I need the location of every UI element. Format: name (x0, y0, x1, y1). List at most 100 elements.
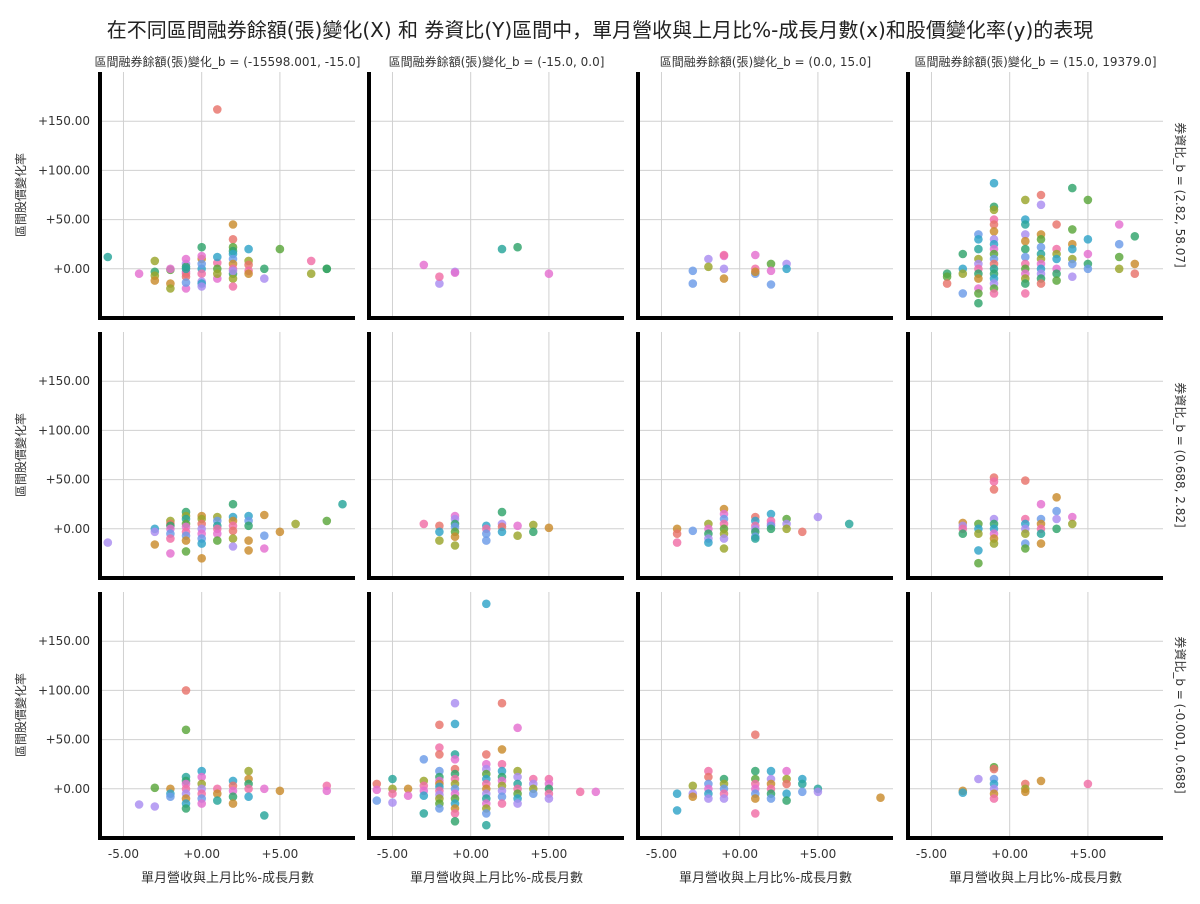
data-point (974, 289, 983, 298)
data-point (529, 789, 538, 798)
data-point (782, 524, 791, 534)
data-point (228, 542, 238, 551)
data-point (213, 529, 222, 538)
data-point (181, 536, 191, 545)
data-point (388, 774, 397, 784)
data-point (450, 719, 460, 729)
data-point (798, 527, 807, 537)
data-point (876, 793, 885, 802)
data-point (435, 750, 444, 759)
data-point (482, 529, 491, 538)
y-tick-label: +50.00 (46, 213, 90, 227)
data-point (197, 269, 206, 279)
data-point (974, 546, 983, 555)
row-facet-label: 券資比_b = (-0.001, 0.688] (1173, 636, 1188, 793)
data-point (989, 794, 999, 803)
y-tick-label: +100.00 (38, 423, 90, 437)
data-point (450, 268, 460, 278)
data-point (150, 276, 160, 285)
data-point (482, 809, 491, 818)
data-point (704, 254, 713, 264)
data-point (704, 766, 713, 776)
y-axis-label: 區間股價變化率 (13, 153, 28, 237)
column-facet-label: 區間融券餘額(張)變化_b = (-15.0, 0.0] (389, 54, 605, 69)
data-point (1036, 279, 1046, 288)
data-point (497, 799, 507, 808)
data-point (513, 242, 522, 252)
y-tick-label: +150.00 (38, 114, 90, 128)
data-point (1021, 289, 1030, 298)
data-point (513, 799, 522, 808)
data-point (672, 806, 682, 815)
data-point (1021, 195, 1030, 205)
data-point (1052, 506, 1061, 516)
data-point (435, 804, 444, 813)
x-tick-label: +0.00 (452, 847, 489, 861)
data-point (181, 264, 191, 274)
data-point (435, 720, 444, 730)
data-point (766, 509, 776, 519)
data-point (197, 799, 206, 808)
data-point (1068, 225, 1077, 234)
data-point (672, 529, 682, 538)
data-point (751, 730, 760, 739)
x-tick-label: +5.00 (531, 847, 568, 861)
data-point (435, 527, 444, 537)
data-point (181, 272, 191, 282)
data-point (197, 772, 206, 782)
data-point (1036, 529, 1046, 538)
data-point (372, 779, 382, 789)
data-point (244, 792, 253, 801)
data-point (704, 772, 713, 782)
data-point (844, 519, 854, 529)
data-point (782, 796, 791, 805)
data-point (244, 784, 253, 794)
data-point (419, 519, 429, 529)
data-point (766, 259, 776, 269)
data-point (197, 554, 206, 563)
data-point (575, 787, 585, 797)
data-point (482, 599, 491, 609)
data-point (688, 526, 698, 536)
data-point (1068, 259, 1077, 269)
data-point (228, 799, 238, 808)
y-tick-label: +0.00 (53, 262, 90, 276)
data-point (513, 766, 522, 776)
data-point (1083, 235, 1093, 244)
data-point (1114, 264, 1124, 274)
data-point (497, 244, 507, 254)
data-point (591, 787, 601, 797)
data-point (213, 252, 222, 262)
data-point (197, 766, 206, 776)
data-point (1036, 242, 1046, 252)
data-point (529, 527, 538, 537)
data-point (989, 485, 999, 494)
data-point (228, 282, 238, 291)
data-point (244, 546, 253, 555)
data-point (989, 220, 999, 229)
data-point (260, 531, 269, 540)
data-point (181, 686, 191, 695)
data-point (435, 766, 444, 776)
x-axis-label: 單月營收與上月比%-成長月數 (410, 871, 583, 886)
data-point (450, 809, 460, 818)
data-point (306, 256, 316, 266)
data-point (751, 267, 760, 277)
data-point (228, 220, 238, 229)
data-point (228, 235, 238, 244)
data-point (958, 269, 968, 279)
data-point (372, 785, 382, 795)
data-point (166, 534, 175, 543)
x-tick-label: +0.00 (991, 847, 1028, 861)
data-point (798, 787, 807, 797)
data-point (704, 794, 713, 803)
data-point (291, 519, 300, 529)
data-point (150, 802, 160, 811)
data-point (1068, 244, 1077, 254)
data-point (166, 284, 175, 293)
data-point (513, 521, 522, 531)
data-point (974, 529, 983, 538)
data-point (766, 280, 776, 289)
data-point (1021, 252, 1030, 262)
data-point (435, 272, 444, 282)
